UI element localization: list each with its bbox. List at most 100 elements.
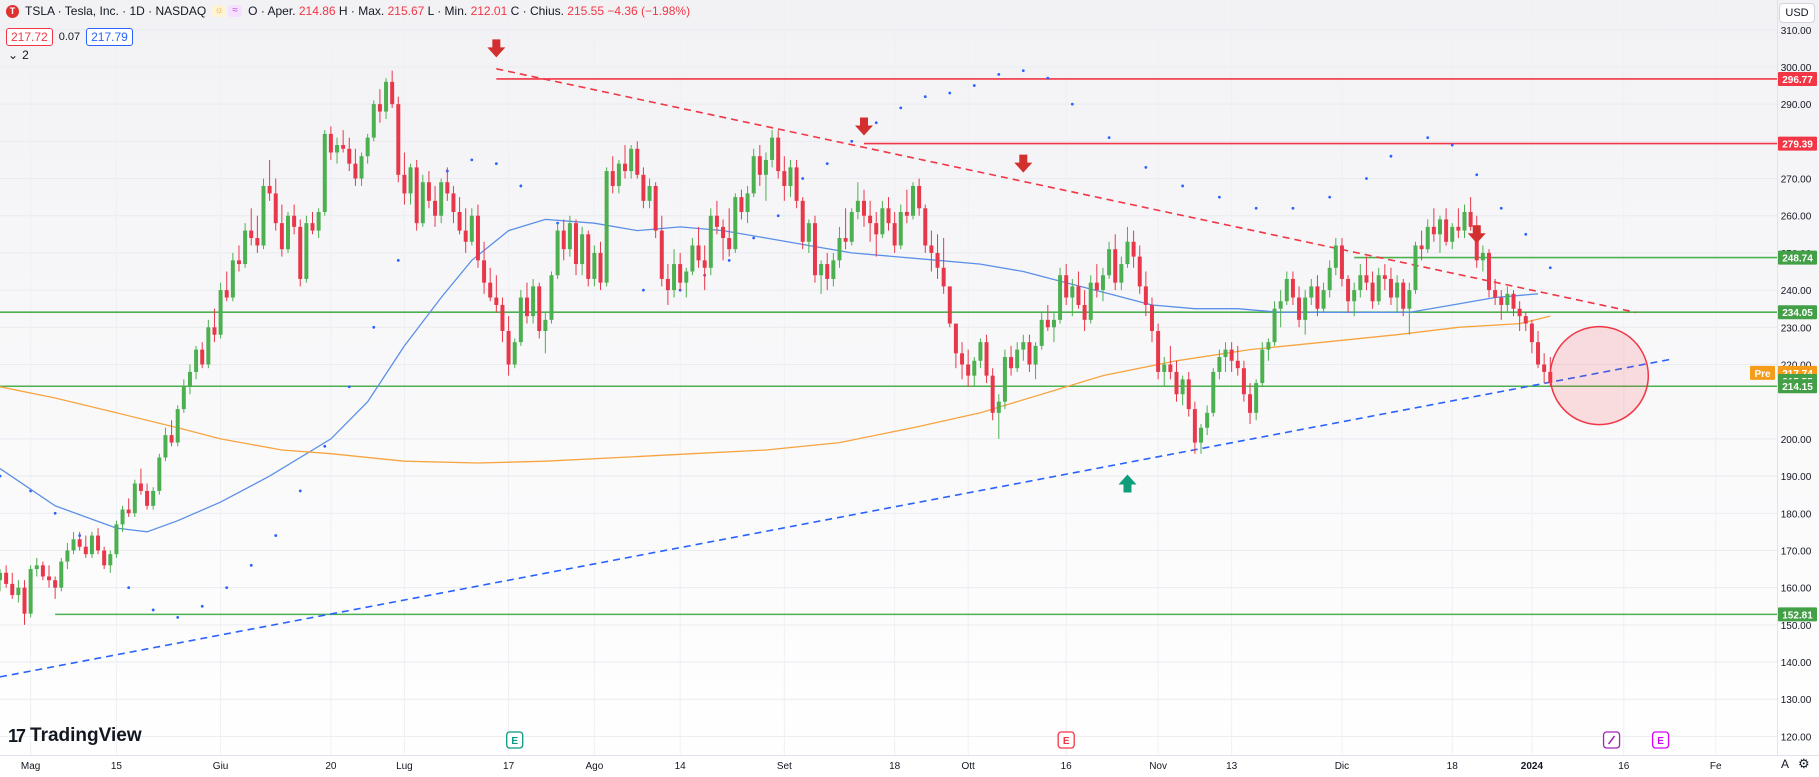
- candle-body: [739, 197, 744, 212]
- candle-body: [1315, 286, 1320, 309]
- price-tick-label: 160.00: [1781, 584, 1812, 595]
- candle-body: [292, 215, 297, 227]
- candle-body: [365, 137, 370, 157]
- currency-button[interactable]: USD: [1779, 3, 1815, 23]
- candle-body: [96, 535, 101, 551]
- candle-body: [1468, 211, 1473, 227]
- candle-body: [1370, 282, 1375, 302]
- candle-body: [1413, 245, 1418, 291]
- candle-body: [1358, 275, 1363, 291]
- candle-body: [659, 230, 664, 279]
- sar-dot: [948, 91, 952, 95]
- wave-icon[interactable]: ≈: [228, 5, 243, 17]
- candle-body: [880, 208, 885, 235]
- sun-icon[interactable]: ☼: [212, 5, 227, 17]
- candle-body: [145, 490, 150, 506]
- time-tick-label: 2024: [1521, 761, 1544, 772]
- time-tick-label: Fe: [1710, 761, 1722, 772]
- symbol-name[interactable]: TSLA · Tesla, Inc. · 1D · NASDAQ: [25, 4, 207, 18]
- candle-body: [451, 193, 456, 212]
- time-tick-label: Mag: [21, 761, 40, 772]
- candle-body: [224, 290, 229, 298]
- candle-body: [335, 145, 340, 153]
- candle-body: [181, 386, 186, 410]
- sar-dot: [972, 84, 976, 87]
- candle-body: [727, 238, 732, 250]
- sar-dot: [1365, 177, 1368, 180]
- sar-dot: [752, 236, 756, 240]
- sell-button[interactable]: 217.72: [6, 28, 53, 46]
- indicators-toggle[interactable]: ⌄ 2: [8, 48, 29, 62]
- price-tick-label: 130.00: [1781, 695, 1812, 706]
- candle-body: [65, 550, 70, 562]
- candle-body: [218, 290, 223, 335]
- sar-dot: [1499, 206, 1503, 210]
- candle-body: [794, 167, 799, 201]
- sar-dot: [801, 177, 805, 180]
- candle-body: [4, 572, 9, 584]
- candle-body: [273, 193, 278, 224]
- sar-dot: [127, 586, 131, 590]
- earnings-icon: [506, 731, 524, 749]
- candle-body: [776, 137, 781, 172]
- buy-button[interactable]: 217.79: [86, 28, 133, 46]
- candle-body: [1199, 427, 1203, 443]
- auto-scale-button[interactable]: A: [1781, 757, 1790, 771]
- candle-body: [114, 524, 119, 555]
- candle-body: [770, 137, 775, 160]
- chevron-down-icon[interactable]: ⌄: [8, 48, 19, 62]
- candle-body: [304, 223, 309, 279]
- candle-body: [163, 435, 168, 458]
- candle-body: [1248, 394, 1253, 413]
- close-label: C · Chius.: [510, 4, 564, 18]
- parabolic-sar: [0, 69, 1552, 619]
- candle-body: [604, 171, 609, 283]
- status-icons[interactable]: ☼ ≈: [212, 5, 243, 17]
- sar-dot: [0, 474, 2, 478]
- gear-icon[interactable]: ⚙: [1798, 756, 1810, 771]
- sar-dot: [274, 534, 278, 537]
- resistance-trend-line: [496, 68, 1637, 314]
- low-label: L · Min.: [427, 4, 468, 18]
- candle-body: [935, 252, 940, 268]
- candle-body: [684, 271, 689, 283]
- sar-dot: [997, 72, 1001, 76]
- price-tag-box: [1778, 305, 1817, 320]
- candle-body: [1542, 364, 1547, 372]
- candle-body: [990, 375, 995, 413]
- candle-body: [1493, 290, 1498, 298]
- candle-body: [1149, 304, 1154, 332]
- candle-body: [635, 148, 640, 175]
- candle-body: [672, 264, 677, 291]
- price-tag-label: 234.05: [1782, 308, 1813, 319]
- sar-dot: [1328, 195, 1332, 199]
- candle-body: [1260, 349, 1265, 384]
- sar-dot: [225, 586, 229, 590]
- highlight-circle: [1549, 325, 1650, 426]
- sar-dot: [151, 608, 155, 612]
- candle-body: [59, 561, 64, 588]
- candle-body: [984, 342, 989, 376]
- sar-dot: [1389, 154, 1393, 158]
- candle-body: [457, 211, 462, 231]
- open-label: O · Aper.: [248, 4, 296, 18]
- candle-body: [1064, 275, 1069, 298]
- candle-body: [1223, 349, 1228, 358]
- price-tags: 296.77279.39248.74234.05Pre217.74215.552…: [1750, 71, 1817, 622]
- sar-dot: [298, 489, 302, 493]
- candle-body: [77, 539, 82, 547]
- candle-body: [1272, 308, 1277, 343]
- time-tick-label: 16: [1618, 761, 1630, 772]
- candle-body: [402, 174, 407, 194]
- sar-dot: [249, 563, 253, 567]
- candle-body: [298, 226, 303, 279]
- candle-body: [1395, 282, 1400, 298]
- price-tag-label: 248.74: [1782, 254, 1813, 265]
- candle-body: [1119, 264, 1124, 283]
- sar-dot: [53, 511, 57, 515]
- split-mark: [1607, 735, 1616, 745]
- tradingview-logo[interactable]: 17 TradingView: [8, 725, 142, 747]
